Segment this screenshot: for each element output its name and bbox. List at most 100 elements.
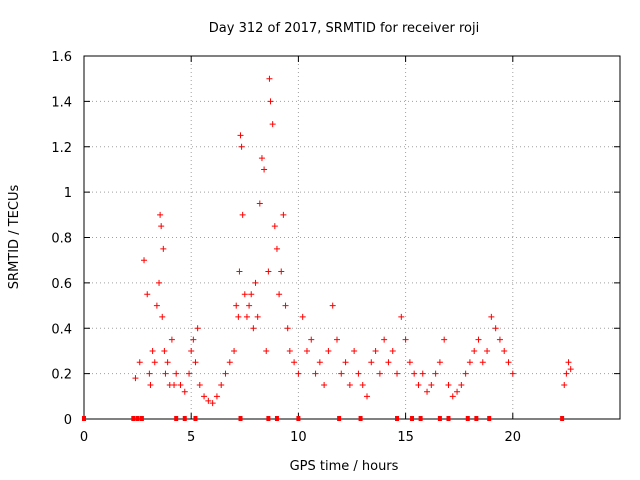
data-point xyxy=(237,132,244,139)
data-point xyxy=(156,279,163,286)
data-point xyxy=(372,347,379,354)
y-tick-label: 0.4 xyxy=(51,322,72,337)
data-point xyxy=(144,291,151,298)
data-point xyxy=(312,370,319,377)
data-point xyxy=(351,347,358,354)
data-point xyxy=(394,370,401,377)
y-tick-label: 1.6 xyxy=(51,50,72,65)
zero-marker xyxy=(274,416,279,421)
zero-marker xyxy=(182,416,187,421)
data-point xyxy=(263,347,270,354)
data-point xyxy=(436,359,443,366)
data-point xyxy=(303,347,310,354)
data-point xyxy=(286,347,293,354)
y-tick-label: 0 xyxy=(64,413,72,428)
x-tick-label: 5 xyxy=(187,430,195,445)
data-point xyxy=(252,279,259,286)
y-tick-label: 1 xyxy=(64,186,72,201)
y-tick-label: 0.8 xyxy=(51,232,72,247)
data-point xyxy=(151,359,158,366)
y-tick-label: 1.2 xyxy=(51,141,72,156)
data-point xyxy=(445,381,452,388)
data-point xyxy=(406,359,413,366)
data-point xyxy=(246,302,253,309)
data-point xyxy=(239,211,246,218)
data-point xyxy=(484,347,491,354)
data-point xyxy=(342,359,349,366)
data-point xyxy=(567,366,574,373)
data-point xyxy=(355,370,362,377)
data-point xyxy=(162,370,169,377)
zero-marker xyxy=(135,416,140,421)
data-point xyxy=(321,381,328,388)
x-tick-label: 0 xyxy=(80,430,88,445)
data-point xyxy=(173,370,180,377)
data-point xyxy=(266,75,273,82)
data-point xyxy=(238,143,245,150)
data-point xyxy=(415,381,422,388)
data-point xyxy=(190,336,197,343)
data-point xyxy=(488,313,495,320)
data-point xyxy=(471,347,478,354)
data-point xyxy=(276,291,283,298)
data-point xyxy=(299,313,306,320)
data-point xyxy=(248,291,255,298)
data-point xyxy=(168,336,175,343)
data-point xyxy=(432,370,439,377)
zero-marker xyxy=(474,416,479,421)
data-point xyxy=(222,370,229,377)
zero-marker xyxy=(174,416,179,421)
data-point xyxy=(462,370,469,377)
data-point xyxy=(308,336,315,343)
zero-marker xyxy=(465,416,470,421)
zero-marker xyxy=(238,416,243,421)
data-point xyxy=(398,313,405,320)
data-point xyxy=(132,375,139,382)
y-tick-label: 0.6 xyxy=(51,277,72,292)
data-point xyxy=(236,268,243,275)
data-point xyxy=(282,302,289,309)
y-tick-label: 1.4 xyxy=(51,95,72,110)
data-point xyxy=(329,302,336,309)
data-point xyxy=(291,359,298,366)
x-tick-label: 10 xyxy=(290,430,307,445)
data-point xyxy=(267,98,274,105)
data-point xyxy=(565,359,572,366)
data-point xyxy=(226,359,233,366)
data-point xyxy=(496,336,503,343)
data-point xyxy=(381,336,388,343)
data-point xyxy=(243,313,250,320)
data-point xyxy=(160,245,167,252)
data-point xyxy=(316,359,323,366)
y-axis-label: SRMTID / TECUs xyxy=(7,185,22,290)
data-point xyxy=(258,155,265,162)
data-point xyxy=(209,400,216,407)
data-point xyxy=(164,359,171,366)
data-point xyxy=(254,313,261,320)
data-point xyxy=(149,347,156,354)
x-tick-label: 20 xyxy=(505,430,522,445)
data-point xyxy=(338,370,345,377)
zero-marker xyxy=(358,416,363,421)
data-point xyxy=(241,291,248,298)
zero-marker xyxy=(560,416,565,421)
data-point xyxy=(141,257,148,264)
data-point xyxy=(402,336,409,343)
data-point xyxy=(466,359,473,366)
data-point xyxy=(458,381,465,388)
data-point xyxy=(563,370,570,377)
x-axis-label: GPS time / hours xyxy=(290,459,399,474)
data-point xyxy=(509,370,516,377)
zero-marker xyxy=(437,416,442,421)
data-point xyxy=(385,359,392,366)
data-point xyxy=(501,347,508,354)
zero-marker xyxy=(446,416,451,421)
data-point xyxy=(269,121,276,128)
data-point xyxy=(201,393,208,400)
data-point xyxy=(147,381,154,388)
data-points xyxy=(82,75,574,421)
grid-lines xyxy=(84,56,620,419)
axis-ticks: 0 0.2 0.4 0.6 0.8 1 1.2 1.4 1.6 0 5 10 15 20 xyxy=(51,50,620,445)
data-point xyxy=(158,223,165,230)
